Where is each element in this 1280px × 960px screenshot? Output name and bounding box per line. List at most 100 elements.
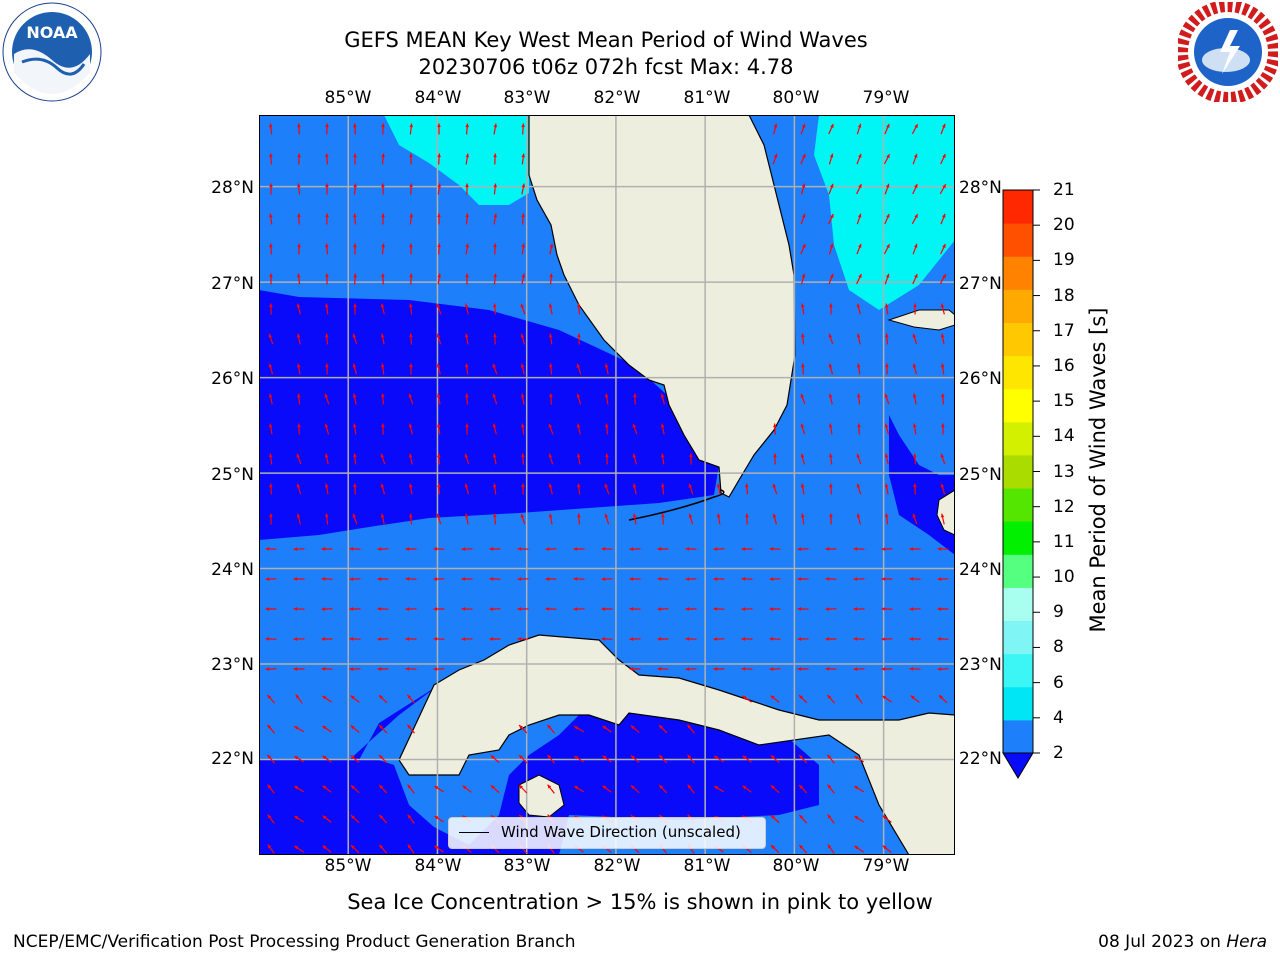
wind-wave-arrow [909,547,921,551]
wind-wave-arrow [601,547,613,551]
colorbar-segment [1003,587,1033,622]
wind-wave-arrow [436,303,442,315]
wind-wave-arrow [825,577,837,581]
wind-wave-arrow [321,577,333,581]
wind-wave-arrow [601,607,613,611]
wind-wave-arrow [434,815,444,823]
wind-wave-arrow [689,453,693,465]
wind-wave-arrow [409,183,413,195]
wind-wave-arrow [770,784,780,794]
wind-wave-arrow [885,333,889,345]
wind-wave-arrow [657,637,669,641]
wind-wave-arrow [433,547,445,551]
wind-wave-arrow [937,607,949,611]
wind-wave-arrow [352,363,358,375]
wind-wave-arrow [405,577,417,581]
legend: Wind Wave Direction (unscaled) [448,817,766,849]
wind-wave-arrow [296,363,301,375]
wind-wave-arrow [884,513,889,525]
wind-wave-arrow [377,547,389,551]
wind-wave-arrow [353,483,357,495]
wind-wave-arrow [352,423,357,435]
wind-wave-arrow [800,153,806,165]
wind-wave-arrow [324,483,329,495]
colorbar-segment [1003,190,1033,224]
wind-wave-arrow [856,393,861,405]
wind-wave-arrow [520,303,526,315]
wind-wave-arrow [407,784,415,794]
wind-wave-arrow [937,547,949,551]
wind-wave-arrow [294,785,304,793]
wind-wave-arrow [297,423,301,435]
wind-wave-arrow [576,483,581,495]
wind-wave-arrow [325,243,329,255]
colorbar-tick-label: 11 [1053,531,1075,552]
wind-wave-arrow [800,213,806,225]
wind-wave-arrow [913,303,917,315]
wind-wave-arrow [322,695,332,703]
lat-label-left: 26°N [211,369,254,389]
wind-wave-arrow [800,183,806,195]
wind-wave-arrow [377,607,389,611]
colorbar-extend-triangle [1002,752,1034,779]
wind-wave-arrow [884,123,890,135]
wind-wave-arrow [297,123,301,135]
colorbar-label: Mean Period of Wind Waves [s] [1086,307,1110,633]
wind-wave-arrow [434,785,444,793]
wind-wave-arrow [405,667,417,671]
wind-wave-arrow [828,123,834,135]
wind-wave-arrow [377,577,389,581]
wind-wave-arrow [630,754,640,764]
wind-wave-arrow [296,483,302,495]
wind-wave-arrow [465,123,469,135]
wind-wave-arrow [604,483,610,495]
colorbar-tick-label: 14 [1053,426,1075,447]
wind-wave-arrow [632,483,637,495]
wind-wave-arrow [465,243,470,255]
colorbar-tick-label: 4 [1053,707,1064,728]
wind-wave-arrow [827,784,835,794]
wind-wave-arrow [576,363,582,375]
colorbar-segment [1003,653,1033,688]
wind-wave-arrow [685,667,697,671]
wind-wave-arrow [884,423,890,435]
wind-wave-arrow [605,453,609,465]
wind-wave-arrow [349,667,361,671]
wind-wave-arrow [297,213,301,225]
wind-wave-arrow [912,273,918,285]
wind-wave-arrow [405,547,417,551]
wind-wave-arrow [941,423,945,435]
wind-wave-arrow [685,637,697,641]
wind-wave-arrow [940,213,946,225]
wind-wave-arrow [378,844,388,854]
wind-wave-arrow [268,423,273,435]
wind-wave-arrow [800,393,806,405]
wind-wave-arrow [324,303,329,315]
wind-wave-arrow [941,393,945,405]
lon-label-top: 80°W [772,88,820,108]
wind-wave-arrow [433,577,445,581]
wind-wave-arrow [853,607,865,611]
lon-label-bottom: 83°W [503,856,551,876]
wind-wave-arrow [518,724,528,734]
land-isla-juventud [518,774,565,818]
wind-wave-arrow [828,453,833,465]
wind-wave-arrow [269,303,273,315]
wind-wave-arrow [940,453,946,465]
wind-wave-arrow [660,423,665,435]
wind-wave-arrow [856,453,862,465]
wind-wave-arrow [884,453,889,465]
wind-wave-arrow [545,607,557,611]
wind-wave-arrow [409,363,413,375]
wind-wave-arrow [798,814,808,824]
wind-wave-arrow [770,695,780,703]
wind-wave-arrow [265,667,277,671]
colorbar-segment [1003,388,1033,423]
wind-wave-arrow [465,213,469,225]
wind-wave-arrow [687,754,695,764]
wind-wave-arrow [882,695,892,703]
lat-label-right: 27°N [959,274,1002,294]
wind-wave-arrow [352,513,358,525]
wind-wave-arrow [293,607,305,611]
wind-wave-arrow [268,363,274,375]
